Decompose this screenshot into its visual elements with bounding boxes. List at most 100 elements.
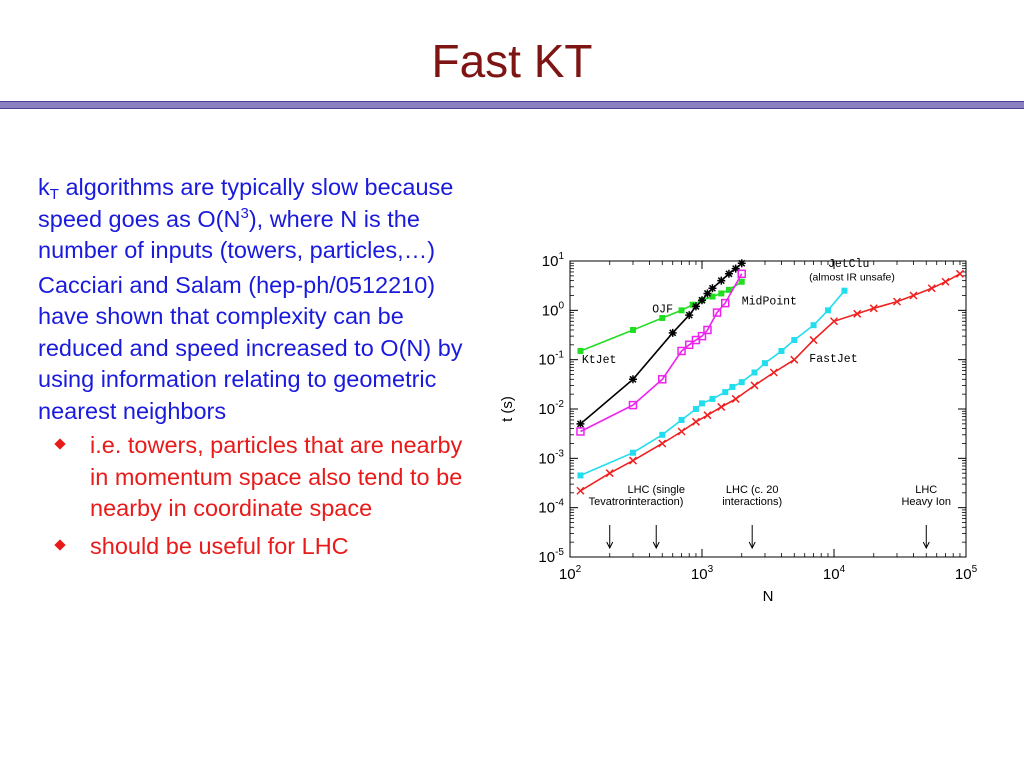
data-point-jetclu xyxy=(761,360,768,367)
data-point-jetclu xyxy=(751,369,758,376)
paragraph-1-part-b: ), where N is the number of inputs (towe… xyxy=(38,205,436,264)
data-point-fastjet xyxy=(829,317,839,326)
data-point-ojf xyxy=(725,286,732,293)
series-label: MidPoint xyxy=(742,296,797,309)
data-point-ojf xyxy=(629,326,636,333)
x-tick-label: 102 xyxy=(559,564,582,583)
annotation-text: interaction) xyxy=(629,496,683,508)
annotation-text: LHC (c. 20 xyxy=(726,484,779,496)
kt-subscript: T xyxy=(49,186,59,203)
data-point-midpoint xyxy=(712,308,722,317)
series-label: JetClu xyxy=(828,258,869,271)
data-point-ktjet xyxy=(685,311,694,320)
series-label: KtJet xyxy=(582,354,617,367)
bullet-item: i.e. towers, particles that are nearby i… xyxy=(38,430,483,525)
bullet-item: should be useful for LHC xyxy=(38,531,483,563)
paragraph-complexity: kT algorithms are typically slow because… xyxy=(38,172,483,267)
data-point-ktjet xyxy=(717,276,726,285)
data-point-jetclu xyxy=(738,379,745,386)
data-point-fastjet xyxy=(658,439,667,448)
data-point-fastjet xyxy=(955,269,964,278)
bullet-text: should be useful for LHC xyxy=(90,532,349,559)
annotation-text: interactions) xyxy=(722,496,782,508)
y-tick-label: 10-3 xyxy=(538,448,564,467)
data-point-fastjet xyxy=(809,336,818,345)
x-tick-label: 105 xyxy=(955,564,978,583)
data-point-jetclu xyxy=(659,431,666,438)
data-point-midpoint xyxy=(703,325,712,335)
data-point-jetclu xyxy=(678,416,685,423)
data-point-jetclu xyxy=(810,322,817,329)
data-point-fastjet xyxy=(628,456,638,465)
data-point-ojf xyxy=(577,347,584,354)
series-ktjet xyxy=(576,259,746,428)
data-point-fastjet xyxy=(731,394,740,403)
arrow-head-icon xyxy=(606,541,614,550)
data-point-ojf xyxy=(678,307,685,314)
x-axis-label: N xyxy=(763,588,774,605)
data-point-fastjet xyxy=(853,309,862,318)
diamond-bullet-icon xyxy=(54,438,66,450)
y-tick-label: 10-5 xyxy=(538,547,564,566)
y-tick-label: 10-4 xyxy=(538,498,564,517)
data-point-midpoint xyxy=(628,400,638,410)
data-point-ojf xyxy=(659,314,666,321)
bullet-list: i.e. towers, particles that are nearby i… xyxy=(38,430,483,562)
series-label: (almost IR unsafe) xyxy=(809,272,895,284)
data-point-jetclu xyxy=(729,383,736,390)
data-point-fastjet xyxy=(769,368,778,377)
series-line-ktjet xyxy=(579,262,743,425)
data-point-ojf xyxy=(709,293,716,300)
y-tick-label: 101 xyxy=(542,251,565,270)
data-point-midpoint xyxy=(684,340,694,350)
annotation: Tevatron xyxy=(589,496,631,550)
data-point-midpoint xyxy=(697,331,707,341)
data-point-fastjet xyxy=(909,291,918,300)
data-point-fastjet xyxy=(892,297,902,306)
kt-k: k xyxy=(38,174,50,200)
data-point-ktjet xyxy=(703,289,712,298)
data-point-ktjet xyxy=(731,264,740,273)
title-divider xyxy=(0,101,1024,109)
x-tick-label: 104 xyxy=(823,564,846,583)
data-point-fastjet xyxy=(927,284,936,293)
series-line-midpoint xyxy=(580,273,743,433)
cube-superscript: 3 xyxy=(240,204,249,222)
arrow-head-icon xyxy=(922,541,930,550)
paragraph-1-part-a: algorithms are typically slow because sp… xyxy=(38,174,454,232)
data-point-jetclu xyxy=(709,395,716,402)
data-point-fastjet xyxy=(691,417,700,426)
data-point-jetclu xyxy=(791,337,798,344)
data-point-jetclu xyxy=(629,449,636,456)
data-point-midpoint xyxy=(737,269,746,279)
data-point-ktjet xyxy=(628,375,637,384)
data-point-jetclu xyxy=(778,347,785,354)
data-point-jetclu xyxy=(824,307,831,314)
data-point-jetclu xyxy=(722,389,729,396)
data-point-midpoint xyxy=(658,375,667,384)
slide-body: kT algorithms are typically slow because… xyxy=(38,172,483,568)
data-point-midpoint xyxy=(720,298,730,308)
diamond-bullet-icon xyxy=(54,538,66,551)
data-point-fastjet xyxy=(703,411,712,420)
data-point-ktjet xyxy=(698,296,706,305)
timing-chart: 102 103 104 105 101 100 10-1 10-2 10-3 10-4 10-5 Nt… xyxy=(499,251,978,605)
data-point-jetclu xyxy=(577,472,584,479)
data-point-ktjet xyxy=(708,284,717,293)
data-point-ktjet xyxy=(737,259,746,268)
bullet-text: i.e. towers, particles that are nearby i… xyxy=(90,432,463,521)
series-midpoint xyxy=(576,269,746,436)
y-axis-label: t (s) xyxy=(499,396,516,422)
y-tick-label: 10-1 xyxy=(538,350,564,369)
x-tick-label: 103 xyxy=(691,564,714,583)
data-point-fastjet xyxy=(677,427,686,436)
series-label: OJF xyxy=(652,304,673,317)
data-point-fastjet xyxy=(576,486,585,495)
data-point-jetclu xyxy=(841,287,848,294)
data-point-midpoint xyxy=(677,346,686,356)
annotation-text: LHC (single xyxy=(627,484,684,496)
series-line-jetclu xyxy=(580,290,846,477)
data-point-ktjet xyxy=(668,328,677,337)
